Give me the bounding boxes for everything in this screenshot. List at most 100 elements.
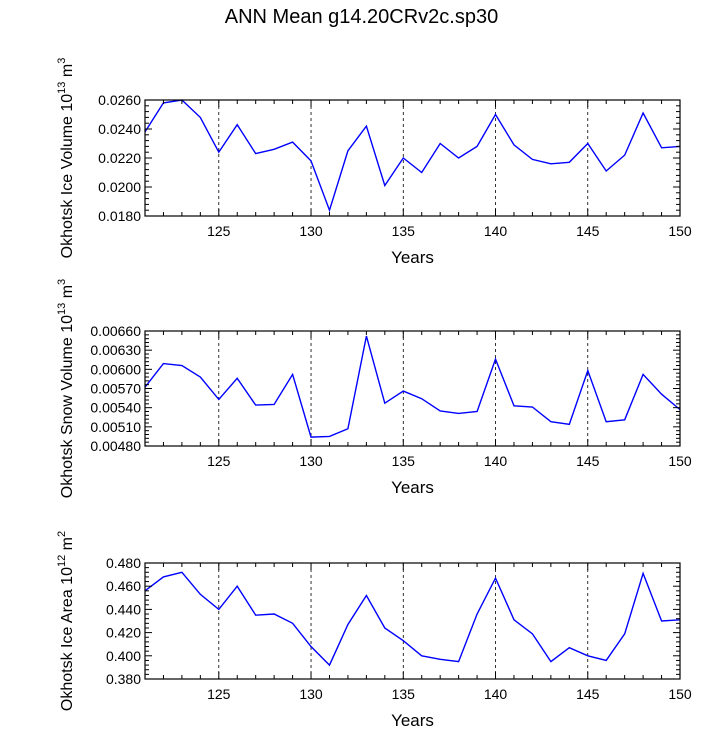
data-point: [642, 572, 644, 574]
x-tick-label: 145: [576, 223, 600, 239]
data-point: [623, 154, 625, 156]
data-point: [660, 393, 662, 395]
y-tick-label: 0.00660: [90, 323, 141, 339]
data-point: [236, 123, 238, 125]
series-line: [144, 335, 681, 438]
y-tick-label: 0.00480: [90, 438, 141, 454]
data-point: [660, 620, 662, 622]
data-point: [181, 364, 183, 366]
y-tick-label: 0.460: [106, 578, 141, 594]
data-point: [384, 184, 386, 186]
data-point: [457, 157, 459, 159]
data-point: [550, 421, 552, 423]
x-tick-label: 130: [299, 223, 323, 239]
data-point: [550, 660, 552, 662]
data-point: [273, 613, 275, 615]
data-point: [421, 171, 423, 173]
data-point: [623, 419, 625, 421]
data-point: [347, 623, 349, 625]
data-point: [328, 209, 330, 211]
data-point: [513, 144, 515, 146]
x-tick-label: 150: [668, 686, 692, 702]
data-point: [494, 358, 496, 360]
x-tick-label: 125: [207, 223, 231, 239]
panel-2: 125 130 135 140 145 150 0.00480 0.00510 0.00540 0…: [56, 279, 692, 498]
panel-3: 125 130 135 140 145 150 0.380 0.400 0.420 0.440 0.…: [56, 531, 692, 730]
y-tick-label: 0.0220: [98, 150, 141, 166]
data-point: [457, 412, 459, 414]
data-point: [587, 142, 589, 144]
plot-frame: [144, 330, 681, 447]
x-tick-label: 140: [484, 686, 508, 702]
x-tick-label: 150: [668, 223, 692, 239]
y-tick-label: 0.480: [106, 555, 141, 571]
data-point: [199, 116, 201, 118]
data-point: [402, 157, 404, 159]
data-point: [291, 622, 293, 624]
data-point: [550, 163, 552, 165]
y-tick-label: 0.420: [106, 625, 141, 641]
data-point: [254, 404, 256, 406]
data-point: [642, 112, 644, 114]
data-point: [328, 664, 330, 666]
data-point: [254, 614, 256, 616]
y-tick-label: 0.380: [106, 671, 141, 687]
x-tick-label: 135: [392, 686, 416, 702]
y-tick-label: 0.0240: [98, 121, 141, 137]
data-point: [162, 576, 164, 578]
data-point: [384, 627, 386, 629]
data-point: [513, 619, 515, 621]
data-point: [384, 402, 386, 404]
data-point: [531, 158, 533, 160]
x-tick-label: 130: [299, 453, 323, 469]
x-axis-label: Years: [391, 711, 434, 730]
data-point: [568, 423, 570, 425]
data-point: [365, 594, 367, 596]
data-point: [439, 142, 441, 144]
data-point: [605, 659, 607, 661]
x-axis-label: Years: [391, 248, 434, 267]
data-point: [291, 141, 293, 143]
data-point: [291, 373, 293, 375]
data-point: [568, 646, 570, 648]
data-point: [162, 362, 164, 364]
plot-frame: [144, 562, 681, 680]
data-point: [605, 170, 607, 172]
y-axis-label: Okhotsk Snow Volume 1013 m3: [56, 279, 76, 498]
data-point: [587, 369, 589, 371]
data-point: [494, 577, 496, 579]
data-point: [494, 113, 496, 115]
data-point: [421, 655, 423, 657]
data-point: [660, 147, 662, 149]
data-point: [476, 145, 478, 147]
y-tick-label: 0.440: [106, 601, 141, 617]
y-tick-label: 0.00600: [90, 361, 141, 377]
data-point: [199, 376, 201, 378]
data-point: [310, 645, 312, 647]
data-point: [347, 428, 349, 430]
data-point: [236, 585, 238, 587]
y-axis-label: Okhotsk Ice Area 1012 m2: [56, 531, 76, 711]
x-tick-label: 150: [668, 453, 692, 469]
data-point: [513, 405, 515, 407]
data-point: [476, 410, 478, 412]
y-tick-label: 0.00510: [90, 419, 141, 435]
data-point: [365, 125, 367, 127]
data-point: [328, 435, 330, 437]
data-point: [310, 160, 312, 162]
x-tick-label: 145: [576, 686, 600, 702]
data-point: [273, 403, 275, 405]
y-axis-label: Okhotsk Ice Volume 1013 m3: [56, 58, 76, 259]
data-point: [365, 335, 367, 337]
y-tick-label: 0.00570: [90, 381, 141, 397]
data-point: [476, 613, 478, 615]
data-point: [568, 161, 570, 163]
data-point: [439, 410, 441, 412]
data-point: [642, 373, 644, 375]
data-point: [218, 608, 220, 610]
data-point: [347, 150, 349, 152]
x-tick-label: 130: [299, 686, 323, 702]
data-point: [236, 377, 238, 379]
data-point: [254, 152, 256, 154]
